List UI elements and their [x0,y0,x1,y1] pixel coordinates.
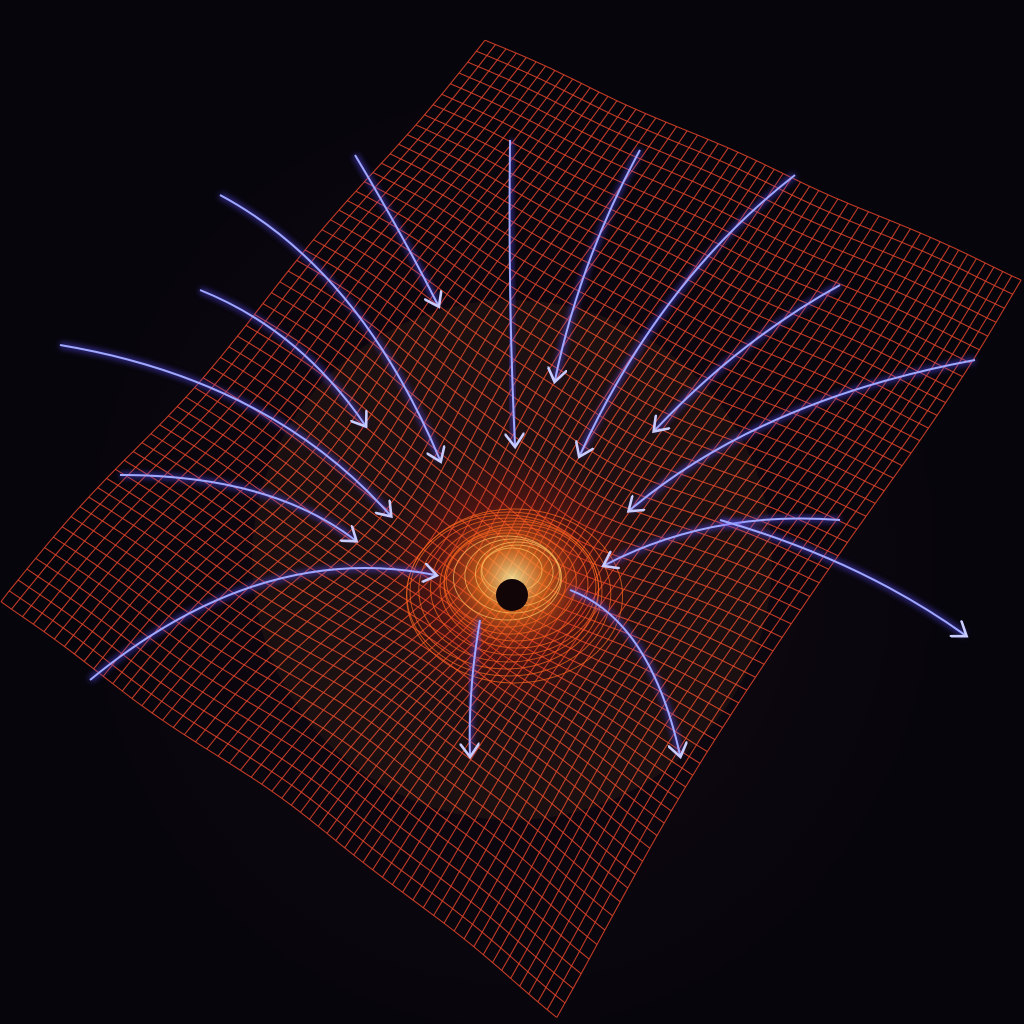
field-arrow [199,289,365,425]
field-arrow [354,154,438,305]
field-arrow [605,517,841,565]
grid-line [458,72,997,323]
grid-line [537,271,1004,1003]
well-ring [452,535,562,621]
field-arrow [119,474,355,540]
well-rings [406,508,624,684]
grid-line [88,496,636,875]
grid-line [482,245,951,955]
well-ring [439,523,597,649]
well-core [496,579,528,611]
grid-line [17,579,574,989]
grid-line [70,516,621,903]
field-arrow [470,619,481,755]
grid-line [510,258,977,979]
grid-line [26,568,582,975]
grid-line [473,241,941,948]
grid-line [519,262,986,987]
field-arrow [655,284,841,430]
grid-line [556,279,1022,1018]
field-arrow [555,149,641,380]
grid-line [8,590,566,1004]
field-arrow [580,174,796,455]
grid-line [35,557,590,960]
well-ring [406,508,624,684]
well-ring [464,538,562,614]
grid-line [61,526,613,917]
field-arrow [719,519,965,635]
well-ring [409,514,603,670]
grid-line [44,547,598,945]
grid-line [492,249,960,963]
field-arrow [89,568,435,681]
grid-line [453,232,922,932]
grid-line [443,228,911,924]
field-arrow [219,194,440,460]
well-ring [418,517,600,663]
grid-line [53,536,606,931]
well-ring [443,526,589,642]
grid-line [106,477,651,849]
grid-line [79,506,629,889]
field-arrow [510,139,515,445]
grid-line [463,237,931,940]
grid-line [467,61,1005,309]
grid-line [546,275,1013,1010]
field-arrow [630,359,976,510]
field-arrow [59,344,390,515]
well-ring [445,532,567,628]
grid-line [528,266,995,995]
field-arrows [59,139,976,755]
grid-line [97,487,643,862]
field-arrow [569,589,680,755]
